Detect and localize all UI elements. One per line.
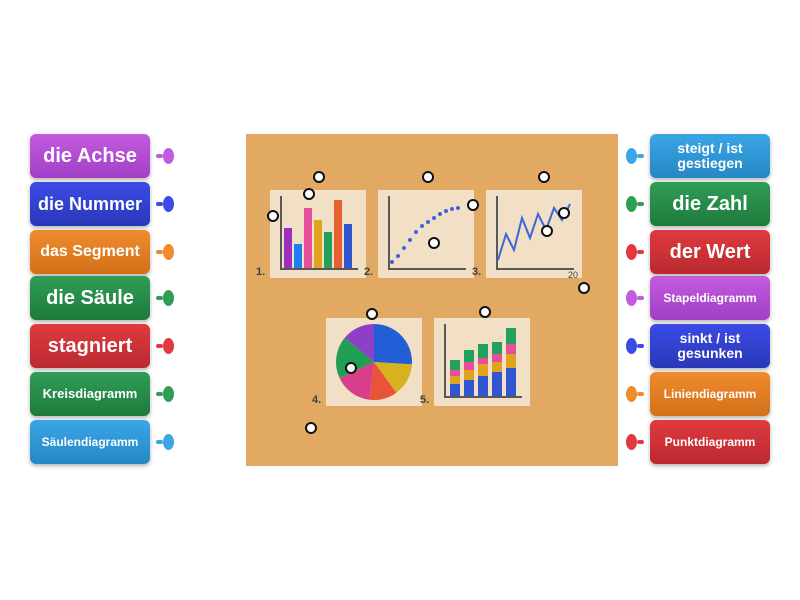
label-left-text-0: die Achse [43,146,137,167]
connector-knob-icon [156,294,174,302]
label-right-1[interactable]: die Zahl [650,182,770,226]
connector-knob-icon [626,248,644,256]
target-pin-4[interactable] [303,188,315,200]
label-left-4[interactable]: stagniert [30,324,150,368]
target-pin-9[interactable] [578,282,590,294]
label-left-text-6: Säulendiagramm [42,436,139,449]
label-right-text-1: die Zahl [672,194,748,215]
target-pin-8[interactable] [541,225,553,237]
connector-knob-icon [156,200,174,208]
chart-thumb-t5[interactable] [434,318,530,406]
connector-knob-icon [626,342,644,350]
label-left-text-3: die Säule [46,288,134,309]
thumb-number-t4: 4. [312,394,321,406]
label-left-text-2: das Segment [40,244,140,261]
label-right-text-6: Punktdiagramm [665,436,756,449]
target-pin-13[interactable] [305,422,317,434]
label-left-1[interactable]: die Nummer [30,182,150,226]
target-pin-7[interactable] [558,207,570,219]
target-pin-10[interactable] [366,308,378,320]
label-right-6[interactable]: Punktdiagramm [650,420,770,464]
chart-thumb-t1[interactable] [270,190,366,278]
label-right-text-0: steigt / ist gestiegen [656,141,764,170]
stage: 1. 2. 20 3. 4. 5. die Achse die Nummer das Segm… [0,0,800,600]
label-right-2[interactable]: der Wert [650,230,770,274]
chart-thumb-t4[interactable] [326,318,422,406]
target-pin-0[interactable] [313,171,325,183]
connector-knob-icon [626,152,644,160]
thumb-number-t5: 5. [420,394,429,406]
target-pin-1[interactable] [422,171,434,183]
target-pin-11[interactable] [479,306,491,318]
label-right-text-2: der Wert [670,242,751,263]
label-right-0[interactable]: steigt / ist gestiegen [650,134,770,178]
connector-knob-icon [156,390,174,398]
label-right-text-3: Stapeldiagramm [663,292,756,305]
label-left-5[interactable]: Kreisdiagramm [30,372,150,416]
connector-knob-icon [156,342,174,350]
target-pin-6[interactable] [428,237,440,249]
connector-knob-icon [626,294,644,302]
chart-thumb-t3[interactable]: 20 [486,190,582,278]
label-left-text-5: Kreisdiagramm [43,387,138,401]
thumb-number-t2: 2. [364,266,373,278]
connector-knob-icon [156,438,174,446]
label-right-text-5: Liniendiagramm [664,388,757,401]
label-right-5[interactable]: Liniendiagramm [650,372,770,416]
connector-knob-icon [626,390,644,398]
central-panel: 1. 2. 20 3. 4. 5. [246,134,618,466]
label-left-text-1: die Nummer [38,195,142,214]
thumb-number-t3: 3. [472,266,481,278]
target-pin-12[interactable] [345,362,357,374]
label-right-text-4: sinkt / ist gesunken [656,331,764,360]
chart-thumb-t2[interactable] [378,190,474,278]
label-left-6[interactable]: Säulendiagramm [30,420,150,464]
label-left-text-4: stagniert [48,336,132,357]
label-right-3[interactable]: Stapeldiagramm [650,276,770,320]
label-left-2[interactable]: das Segment [30,230,150,274]
connector-knob-icon [626,200,644,208]
label-left-3[interactable]: die Säule [30,276,150,320]
thumb-number-t1: 1. [256,266,265,278]
connector-knob-icon [156,248,174,256]
label-left-0[interactable]: die Achse [30,134,150,178]
label-right-4[interactable]: sinkt / ist gesunken [650,324,770,368]
target-pin-3[interactable] [267,210,279,222]
target-pin-5[interactable] [467,199,479,211]
connector-knob-icon [156,152,174,160]
connector-knob-icon [626,438,644,446]
target-pin-2[interactable] [538,171,550,183]
axis-max-t3: 20 [568,270,578,280]
